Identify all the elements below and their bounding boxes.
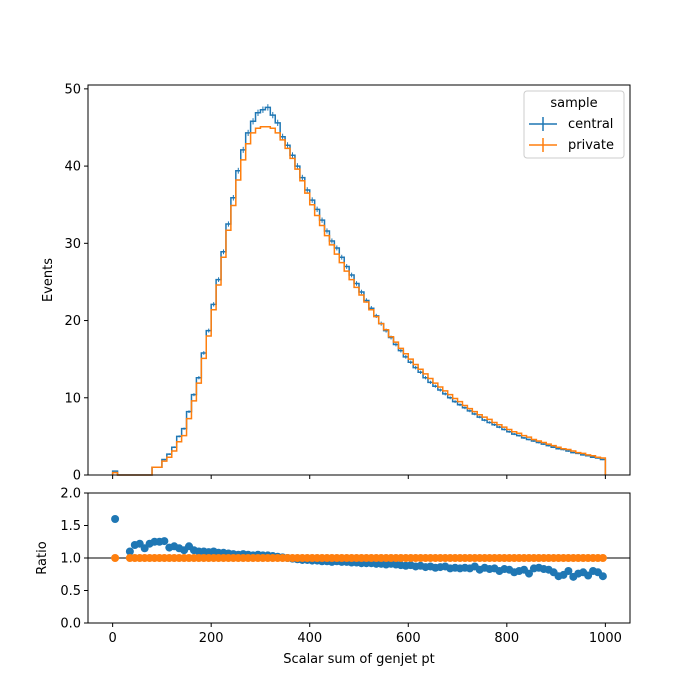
ratio-x-tick-label: 200 [199,631,224,646]
histogram-y-tick-label: 0 [73,469,81,484]
histogram-frame [87,84,631,476]
ratio-y-axis-label: Ratio [35,541,50,574]
legend-entry-central: central [529,117,613,132]
ratio-x-tick-label: 1000 [589,631,622,646]
ratio-y-tick-label: 0.5 [60,584,81,599]
ratio-x-tick-label: 600 [396,631,421,646]
histogram-y-axis-label: Events [41,258,56,302]
ratio-y-tick-label: 1.0 [60,552,81,567]
histogram-series-central [111,106,607,476]
ratio-x-tick-label: 400 [297,631,322,646]
legend-label-private: private [568,138,614,153]
ratio-point-central [111,515,120,523]
histogram-series-private [111,125,607,476]
histogram-x-ticks [112,475,606,479]
histogram-y-ticks: 0 10 20 30 40 50 [64,82,88,484]
histogram-series-layer [111,104,607,476]
ratio-y-ticks: 0.0 0.5 1.0 1.5 2.0 [60,487,88,632]
ratio-y-tick-label: 1.5 [60,519,81,534]
histogram-y-tick-label: 40 [64,160,81,175]
ratio-point-central [160,537,169,546]
histogram-y-tick-label: 10 [64,391,81,406]
ratio-point-central [598,572,607,581]
legend: sample central private [523,90,625,159]
legend-label-central: central [568,117,613,132]
ratio-panel: 0 200 400 600 800 1000 0.00.51.01.52.0 Ratio … [35,487,631,667]
ratio-point-central [125,547,134,556]
ratio-series-layer [111,515,607,581]
legend-entry-private: private [529,138,614,153]
ratio-point-central [524,569,533,578]
ratio-point-private [598,554,607,562]
legend-box [523,90,625,159]
ratio-x-ticks: 0 200 400 600 800 1000 [108,623,622,646]
ratio-x-tick-label: 800 [494,631,519,646]
ratio-x-axis-label: Scalar sum of genjet pt [283,652,435,667]
ratio-point-private [111,554,120,562]
ratio-x-tick-label: 0 [108,631,116,646]
histogram-panel: 0 10 20 30 40 50 Events sample central privat… [41,82,631,484]
legend-title: sample [550,96,597,111]
histogram-y-tick-label: 30 [64,237,81,252]
histogram-y-tick-label: 20 [64,314,81,329]
ratio-frame [87,492,631,624]
ratio-y-tick-label: 2.0 [60,487,81,502]
ratio-y-tick-label: 0.0 [60,617,81,632]
ratio-point-central [564,567,573,575]
histogram-y-tick-label: 50 [64,82,81,97]
